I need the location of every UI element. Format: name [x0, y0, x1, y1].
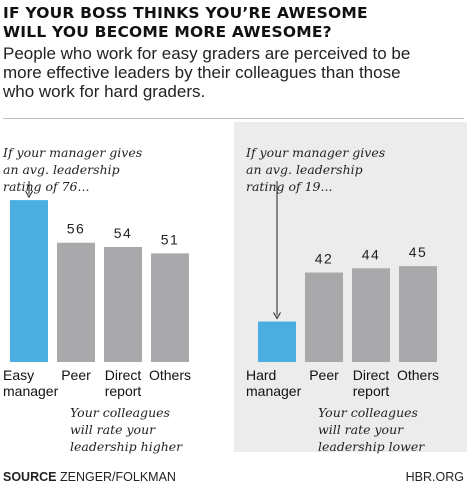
category-label-line: Direct [353, 367, 390, 383]
category-label-line: Others [149, 367, 191, 383]
category-label: Hard manager [246, 367, 302, 399]
top-annotation: If your manager gives an avg. leadership r… [245, 145, 385, 194]
top-annotation-line: rating of 19... [246, 179, 332, 194]
title-line-1: IF YOUR BOSS THINKS YOU’RE AWESOME [3, 4, 368, 22]
title-line-2: WILL YOU BECOME MORE AWESOME? [3, 23, 332, 41]
bottom-annotation-line: Your colleagues [318, 405, 418, 420]
category-label: Direct report [353, 367, 390, 399]
top-annotation-line: an avg. leadership [3, 162, 120, 177]
highlight-bar [258, 321, 296, 362]
bottom-annotation: Your colleagues will rate your leadership … [70, 405, 183, 454]
bar-value-label: 56 [67, 221, 86, 237]
category-label-line: manager [3, 383, 59, 399]
bar [104, 246, 142, 362]
top-annotation-line: rating of 76... [3, 179, 89, 194]
bottom-annotation-line: will rate your [318, 422, 404, 437]
subtitle-line-3: who work for hard graders. [3, 82, 206, 101]
category-label: Peer [309, 367, 339, 383]
subtitle-line-2: more effective leaders by their colleagu… [3, 63, 401, 82]
top-annotation-line: If your manager gives [245, 145, 385, 160]
chart-subtitle: People who work for easy graders are per… [3, 44, 463, 101]
bar [151, 253, 189, 362]
bar [352, 268, 390, 362]
bar-value-label: 42 [315, 251, 334, 267]
category-label: Easy manager [3, 367, 59, 399]
bar [399, 266, 437, 362]
category-label-line: Easy [3, 367, 34, 383]
bar-value-label: 45 [409, 244, 428, 260]
category-label-line: manager [246, 383, 302, 399]
category-label: Others [397, 367, 439, 383]
bottom-annotation-line: leadership higher [70, 439, 183, 454]
bottom-annotation: Your colleagues will rate your leadership … [318, 405, 425, 454]
bar [57, 242, 95, 362]
category-label-line: Hard [246, 367, 276, 383]
bottom-annotation-line: leadership lower [318, 439, 425, 454]
source-text: ZENGER/FOLKMAN [59, 470, 176, 484]
category-label: Others [149, 367, 191, 383]
chart-title: IF YOUR BOSS THINKS YOU’RE AWESOME WILL … [3, 4, 463, 42]
bottom-annotation-line: Your colleagues [70, 405, 170, 420]
top-annotation-line: an avg. leadership [246, 162, 363, 177]
source-note: SOURCE ZENGER/FOLKMAN [3, 470, 176, 484]
bar [305, 272, 343, 362]
brand-label: HBR.ORG [405, 470, 464, 484]
category-label-line: Others [397, 367, 439, 383]
category-label-line: Direct [105, 367, 142, 383]
category-label-line: report [353, 383, 390, 399]
bottom-annotation-line: will rate your [70, 422, 156, 437]
subtitle-line-1: People who work for easy graders are per… [3, 44, 411, 63]
top-annotation-line: If your manager gives [2, 145, 142, 160]
bar-value-label: 51 [161, 231, 180, 247]
category-label: Peer [61, 367, 91, 383]
arrow-head [25, 190, 33, 199]
category-label-line: report [105, 383, 142, 399]
arrow-head [273, 312, 281, 320]
bar-value-label: 54 [114, 225, 133, 241]
top-annotation: If your manager gives an avg. leadership r… [2, 145, 142, 194]
category-label-line: Peer [61, 367, 91, 383]
highlight-bar [10, 200, 48, 362]
category-label: Direct report [105, 367, 142, 399]
header-divider [3, 118, 464, 119]
bar-value-label: 44 [362, 246, 381, 262]
chart-panel-1: If your manager gives an avg. leadership r… [2, 145, 191, 454]
chart-panel-2: If your manager gives an avg. leadership r… [245, 145, 439, 454]
source-label: SOURCE [3, 470, 57, 484]
category-label-line: Peer [309, 367, 339, 383]
